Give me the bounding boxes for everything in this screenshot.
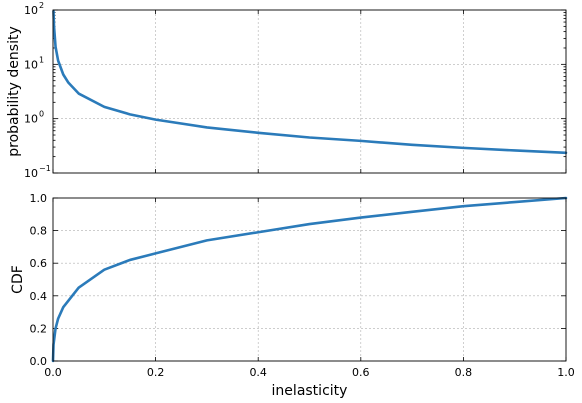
y-tick-exponent: 0 xyxy=(39,110,44,119)
y-tick-label: 0.2 xyxy=(30,322,48,335)
cdf-curve xyxy=(51,196,568,363)
x-tick-label: 0.4 xyxy=(249,366,267,379)
cdf-y-axis-label: CDF xyxy=(10,265,26,294)
y-tick-label: 0.4 xyxy=(30,290,48,303)
y-tick-label: 0.0 xyxy=(30,355,48,368)
x-tick-label: 1.0 xyxy=(557,366,575,379)
cdf-plot-frame xyxy=(52,197,567,362)
y-tick-label: 10 xyxy=(24,4,38,17)
y-tick-exponent: −1 xyxy=(39,164,51,173)
x-axis-label: inelasticity xyxy=(272,383,348,399)
cdf-panel: 0.0 0.2 0.4 0.6 0.8 1.0 0.0 0.2 0.4 0.6 0.8 1.0 CDF i… xyxy=(10,192,575,399)
y-tick-label: 1.0 xyxy=(30,192,48,205)
x-tick-label: 0.2 xyxy=(147,366,165,379)
y-tick-label: 10 xyxy=(24,58,38,71)
y-tick-label: 0.6 xyxy=(30,257,48,270)
x-tick-label: 0.6 xyxy=(352,366,370,379)
y-tick-exponent: 2 xyxy=(39,1,44,10)
x-tick-label: 0.0 xyxy=(44,366,62,379)
y-tick-exponent: 1 xyxy=(39,55,44,64)
y-tick-label: 10 xyxy=(24,167,38,180)
density-y-axis-label: probability density xyxy=(6,26,22,156)
density-curve xyxy=(52,9,568,155)
x-tick-label: 0.8 xyxy=(455,366,473,379)
y-tick-label: 10 xyxy=(24,113,38,126)
y-tick-label: 0.8 xyxy=(30,225,48,238)
density-plot-frame xyxy=(52,9,567,174)
